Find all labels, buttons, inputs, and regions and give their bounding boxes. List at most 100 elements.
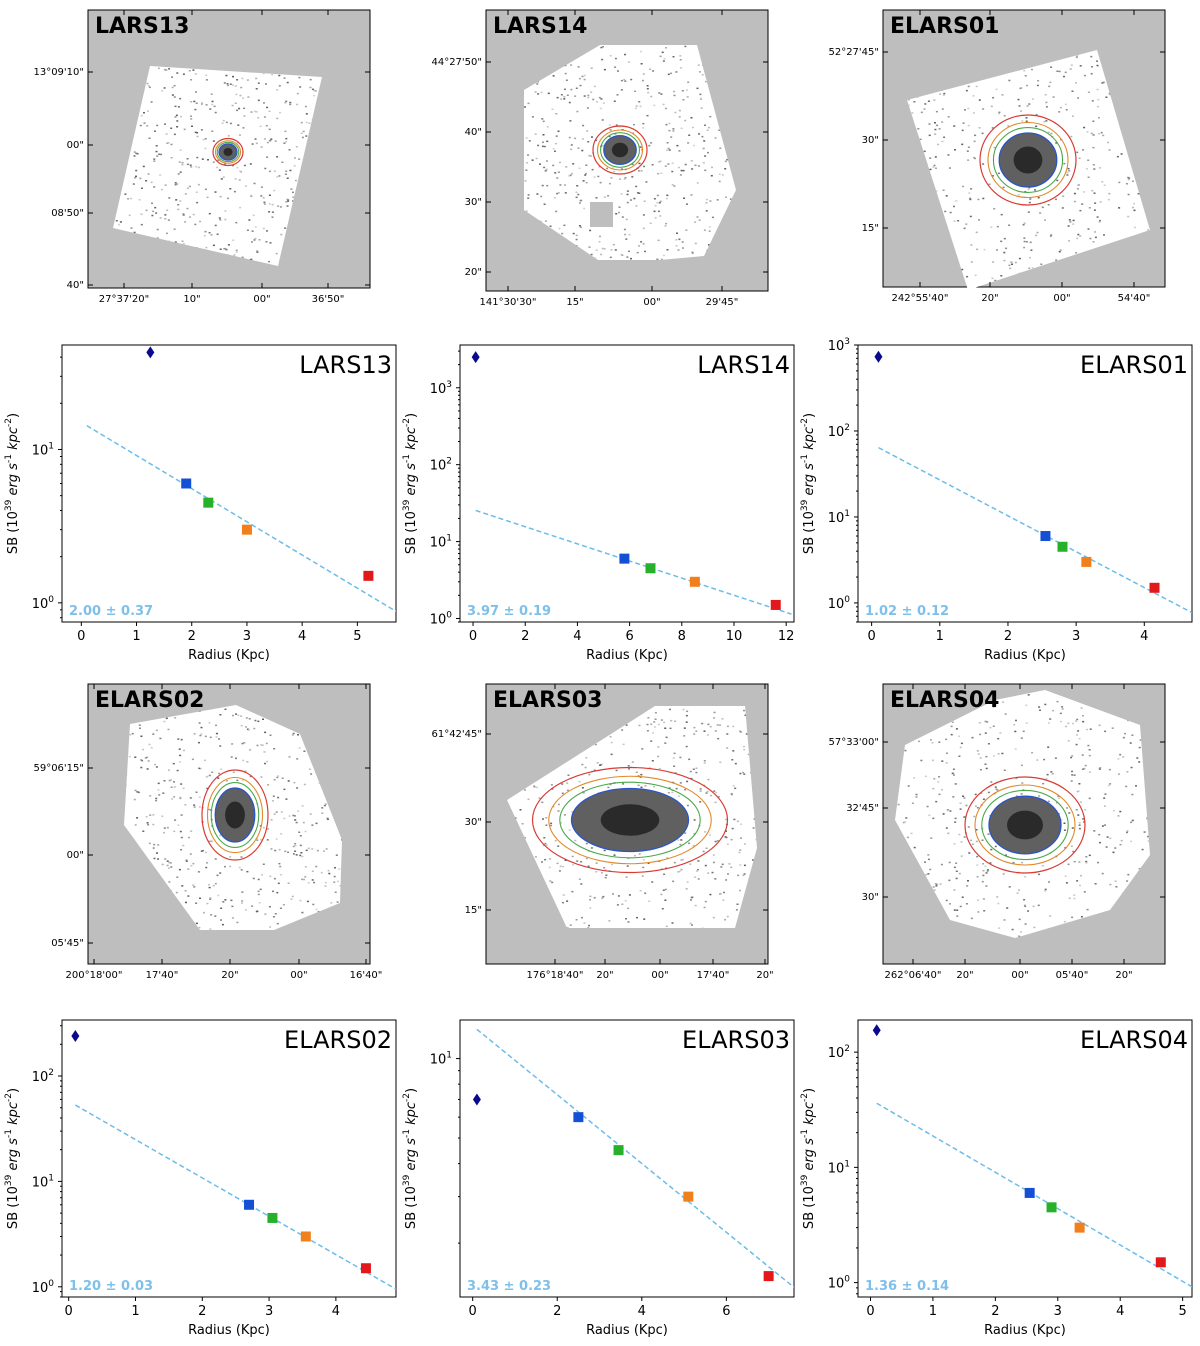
image-panel-elars04: 57°33'00" 32'45" 30" 262°06'40" 20" 00" 05'40"… <box>828 683 1166 981</box>
image-panel-lars13: 13°09'10" 00" 08'50" 40" 27°37'20" 10" 00" 36'5… <box>33 9 371 305</box>
x-tick-label: 242°55'40" <box>892 293 949 304</box>
galaxy-core <box>1007 810 1043 840</box>
contour-green <box>981 789 1069 861</box>
y-tick-label: 05'45" <box>51 938 84 949</box>
y-tick-label: 00" <box>67 850 84 861</box>
contour-red <box>212 137 244 167</box>
y-tick-label: 52°27'45" <box>828 47 879 58</box>
x-tick-label: 1 <box>132 629 140 644</box>
x-tick-label: 2 <box>188 629 196 644</box>
y-tick-label: 103 <box>828 337 850 354</box>
x-axis-label: Radius (Kpc) <box>586 648 668 663</box>
contour-green <box>559 781 701 859</box>
panel-title: ELARS04 <box>1080 1026 1188 1054</box>
red-square-point <box>763 1271 774 1282</box>
galaxy-core <box>225 801 245 829</box>
y-tick-label: 32'45" <box>846 803 879 814</box>
y-axis-label: SB (1039 erg s-1 kpc-2) <box>4 413 21 554</box>
x-tick-label: 20" <box>596 970 613 981</box>
orange-square-point <box>1081 556 1092 567</box>
x-tick-label: 0 <box>469 629 477 644</box>
galaxy-contours <box>979 114 1077 206</box>
x-tick-label: 00" <box>643 297 660 308</box>
green-square-point <box>613 1145 624 1156</box>
y-axis-label: SB (1039 erg s-1 kpc-2) <box>4 1088 21 1229</box>
red-square-point <box>1155 1257 1166 1268</box>
slope-value: 1.20 ± 0.03 <box>69 1279 153 1294</box>
y-tick-label: 100 <box>828 1275 851 1292</box>
galaxy-contours <box>531 766 729 874</box>
x-axis-label: Radius (Kpc) <box>188 648 270 663</box>
y-tick-label: 100 <box>430 610 453 627</box>
x-tick-label: 200°18'00" <box>66 970 123 981</box>
x-tick-label: 176°18'40" <box>527 970 584 981</box>
x-axis-label: Radius (Kpc) <box>984 1323 1066 1338</box>
panel-title: ELARS02 <box>284 1026 392 1054</box>
contour-green <box>600 132 640 168</box>
green-square-point <box>1057 541 1068 552</box>
y-tick-label: 13°09'10" <box>33 67 84 78</box>
slope-value: 3.97 ± 0.19 <box>467 604 551 619</box>
green-square-point <box>645 563 656 574</box>
y-tick-label: 100 <box>32 595 55 612</box>
image-title: LARS13 <box>95 14 189 39</box>
slope-value: 1.36 ± 0.14 <box>865 1279 949 1294</box>
panel-title: ELARS03 <box>682 1026 790 1054</box>
contour-green <box>216 141 240 163</box>
contour-red <box>201 769 269 861</box>
x-tick-label: 36'50" <box>312 294 345 305</box>
image-title: ELARS01 <box>890 14 999 39</box>
red-square-point <box>363 570 374 581</box>
diamond-point <box>472 1093 481 1106</box>
galaxy-core <box>600 804 660 836</box>
contour-red <box>531 766 729 874</box>
diamond-point <box>874 350 883 363</box>
orange-square-point <box>300 1231 311 1242</box>
y-tick-label: 08'50" <box>51 208 84 219</box>
x-tick-label: 20" <box>1115 970 1132 981</box>
y-tick-label: 30" <box>465 817 482 828</box>
x-tick-label: 0 <box>867 629 875 644</box>
galaxy-contours <box>201 769 269 861</box>
contour-orange <box>974 784 1076 866</box>
green-square-point <box>267 1212 278 1223</box>
y-tick-label: 00" <box>67 140 84 151</box>
y-tick-label: 101 <box>32 441 54 458</box>
panel-title: LARS13 <box>299 351 392 379</box>
diamond-point <box>146 346 155 359</box>
diamond-point <box>872 1024 881 1037</box>
x-tick-label: 0 <box>469 1304 477 1319</box>
image-title: ELARS03 <box>493 688 602 713</box>
x-tick-label: 17'40" <box>146 970 179 981</box>
x-tick-label: 00" <box>1011 970 1028 981</box>
fit-line <box>74 1104 396 1290</box>
y-tick-label: 101 <box>430 1051 452 1068</box>
orange-square-point <box>241 524 252 535</box>
fit-line <box>876 1102 1192 1288</box>
red-square-point <box>770 599 781 610</box>
x-tick-label: 5 <box>1178 1304 1186 1319</box>
y-tick-label: 30" <box>465 197 482 208</box>
y-tick-label: 44°27'50" <box>431 57 482 68</box>
panel-title: LARS14 <box>697 351 790 379</box>
x-tick-label: 12 <box>778 629 795 644</box>
blue-square-point <box>181 478 192 489</box>
fit-line <box>476 1028 794 1288</box>
green-square-point <box>1046 1202 1057 1213</box>
fit-line <box>878 446 1192 614</box>
contour-orange <box>548 775 712 865</box>
x-tick-label: 2 <box>991 1304 999 1319</box>
noise-texture <box>113 66 322 266</box>
x-tick-label: 4 <box>1140 629 1148 644</box>
y-tick-label: 40" <box>465 127 482 138</box>
x-tick-label: 3 <box>265 1304 273 1319</box>
x-tick-label: 05'40" <box>1056 970 1089 981</box>
x-tick-label: 3 <box>1054 1304 1062 1319</box>
x-tick-label: 16'40" <box>350 970 383 981</box>
y-axis-label: SB (1039 erg s-1 kpc-2) <box>800 413 817 554</box>
x-tick-label: 2 <box>1004 629 1012 644</box>
y-tick-label: 15" <box>465 905 482 916</box>
image-title: LARS14 <box>493 14 587 39</box>
